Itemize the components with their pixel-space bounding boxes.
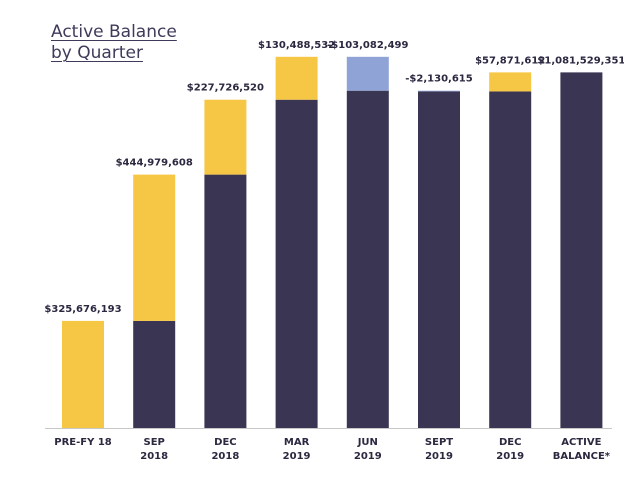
base-bar <box>133 320 176 428</box>
value-label: $227,726,520 <box>187 83 264 94</box>
value-label: $130,488,532 <box>258 40 335 51</box>
decrease-bar <box>346 56 389 91</box>
x-tick-label: MAR 2019 <box>282 437 311 462</box>
value-label: $444,979,608 <box>116 158 193 169</box>
increase-bar <box>489 72 532 92</box>
x-tick-label: JUN 2019 <box>353 437 382 462</box>
base-bar <box>489 91 532 428</box>
value-label: $1,081,529,351 <box>537 55 624 66</box>
base-bar <box>346 90 389 428</box>
value-label: $57,871,612 <box>475 55 545 66</box>
value-label: $325,676,193 <box>44 304 121 315</box>
increase-bar <box>133 174 176 321</box>
increase-bar <box>275 56 318 100</box>
chart-title: Active Balance by Quarter <box>51 22 177 63</box>
x-tick-label: SEPT 2019 <box>424 437 454 462</box>
increase-bar <box>62 320 104 428</box>
increase-bar <box>204 99 247 175</box>
base-bar <box>418 91 460 428</box>
x-tick-label: DEC 2019 <box>496 437 525 462</box>
value-label: -$103,082,499 <box>327 40 408 51</box>
decrease-bar <box>418 90 460 92</box>
x-tick-label: PRE-FY 18 <box>54 437 112 448</box>
x-tick-label: ACTIVE BALANCE* <box>552 437 611 462</box>
base-bar <box>275 99 318 428</box>
x-tick-label: SEP 2018 <box>140 437 169 462</box>
x-tick-label: DEC 2018 <box>211 437 240 462</box>
total-bar <box>560 72 603 429</box>
base-bar <box>204 174 247 428</box>
value-label: -$2,130,615 <box>405 74 472 85</box>
